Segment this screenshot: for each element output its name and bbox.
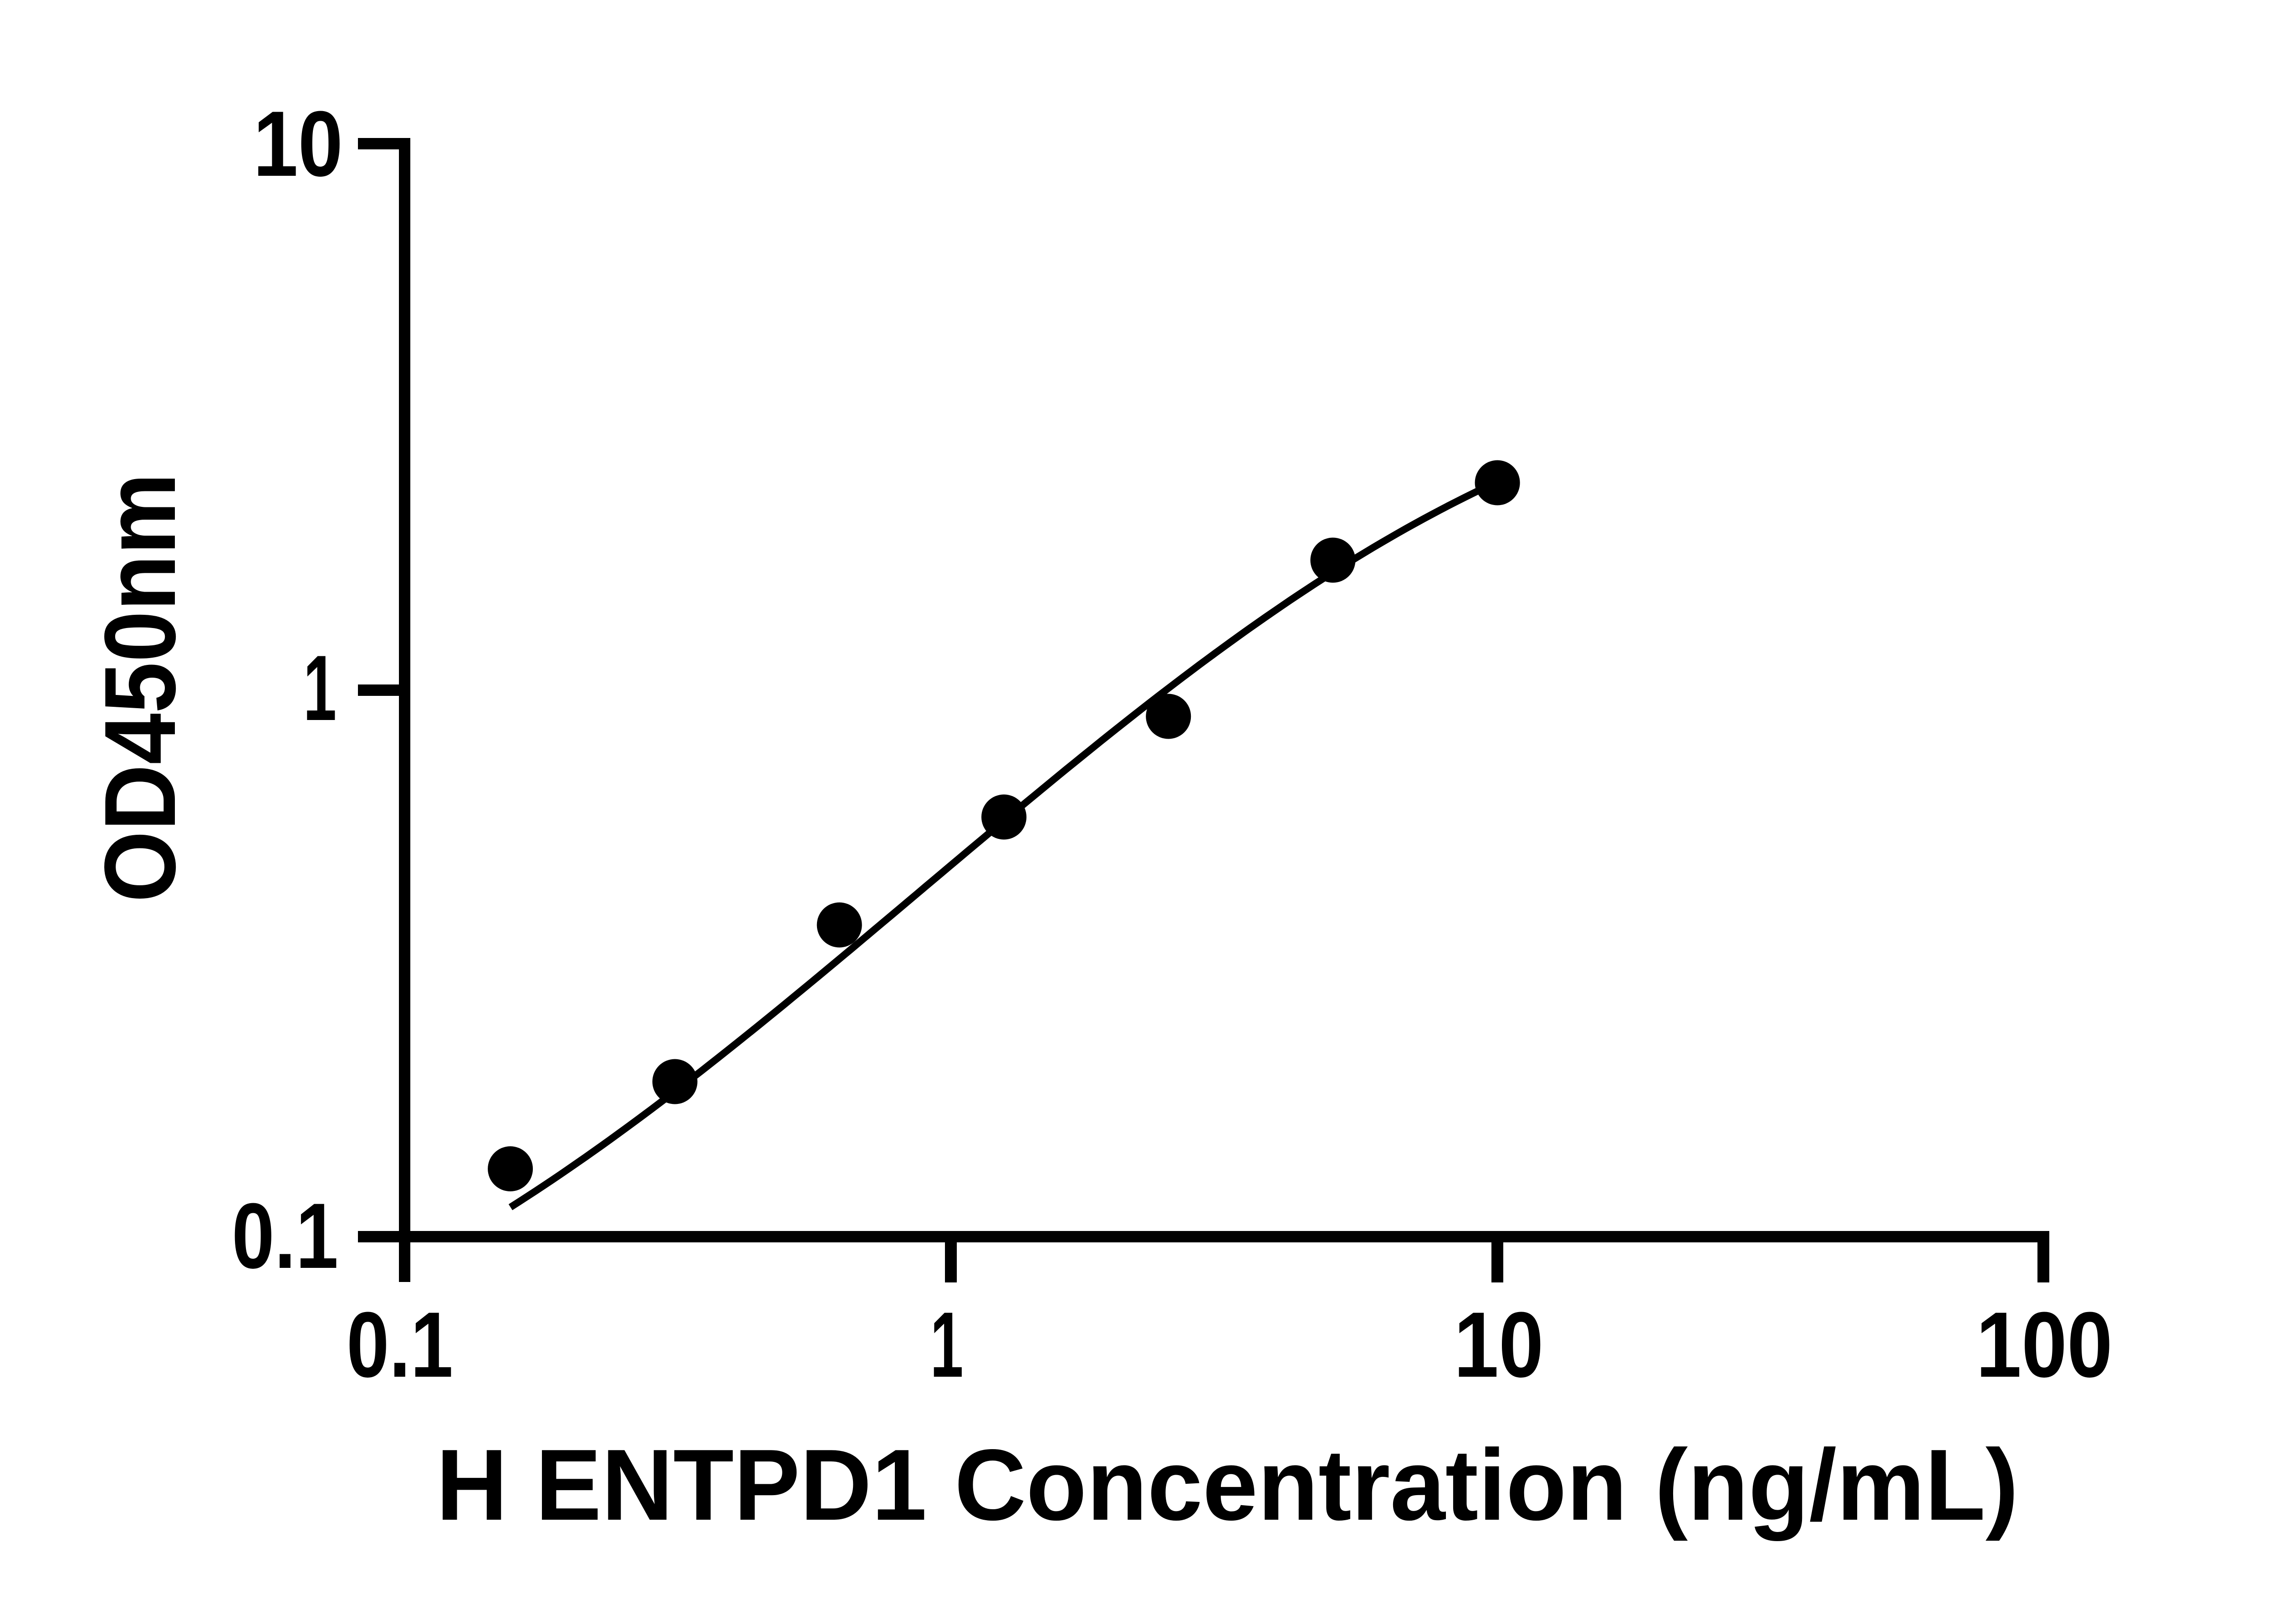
- svg-text:100: 100: [1976, 1293, 2113, 1397]
- svg-text:1: 1: [930, 1293, 964, 1397]
- svg-text:OD450nm: OD450nm: [84, 473, 197, 903]
- svg-text:0.1: 0.1: [232, 1184, 338, 1288]
- svg-text:H ENTPD1 Concentration (ng/mL): H ENTPD1 Concentration (ng/mL): [436, 1429, 2019, 1542]
- svg-text:10: 10: [1454, 1293, 1544, 1397]
- svg-text:1: 1: [303, 636, 337, 740]
- svg-text:0.1: 0.1: [347, 1293, 453, 1397]
- svg-text:10: 10: [253, 92, 343, 196]
